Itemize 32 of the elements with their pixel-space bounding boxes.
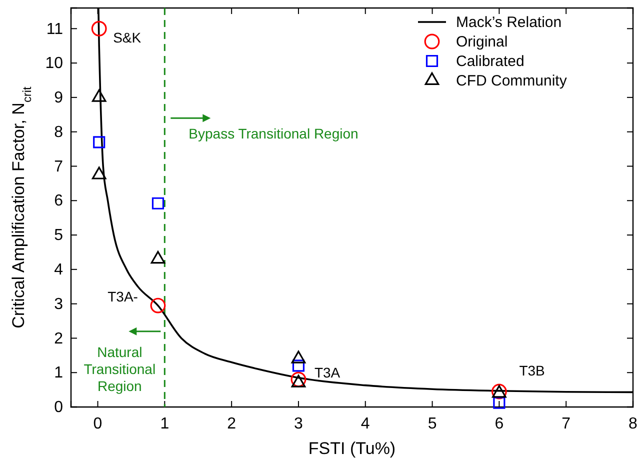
x-tick-label: 5 [428,415,437,432]
y-tick-label: 4 [54,262,64,279]
x-tick-label: 4 [360,415,370,432]
y-tick-label: 10 [45,55,64,72]
annotation: Natural Transitional Region [84,344,156,394]
annotation: T3A- [108,288,138,305]
y-tick-label: 8 [54,124,64,141]
x-tick-label: 8 [628,415,638,432]
y-tick-label: 1 [54,364,64,382]
x-tick-label: 1 [160,415,170,432]
legend-label: Mack’s Relation [456,14,562,31]
x-tick-label: 3 [294,415,304,432]
legend-label: Calibrated [456,53,524,70]
y-tick-label: 0 [54,399,64,416]
y-tick-label: 2 [54,330,64,348]
x-axis-title: FSTI (Tu%) [308,439,396,458]
y-tick-label: 9 [54,90,64,107]
x-tick-label: 6 [494,415,504,432]
legend-label: Original [456,34,508,50]
y-tick-label: 3 [54,296,64,313]
annotation: S&K [113,30,142,46]
annotation: Bypass Transitional Region [188,126,358,142]
y-tick-label: 7 [54,158,64,176]
annotation: T3A [314,364,341,381]
x-tick-label: 0 [93,415,102,432]
y-tick-label: 6 [54,192,64,210]
x-tick-label: 2 [227,415,236,432]
annotation: T3B [519,362,545,379]
x-tick-label: 7 [562,415,571,432]
y-tick-label: 5 [54,227,64,244]
legend-label: CFD Community [456,72,568,90]
y-tick-label: 11 [46,20,64,38]
